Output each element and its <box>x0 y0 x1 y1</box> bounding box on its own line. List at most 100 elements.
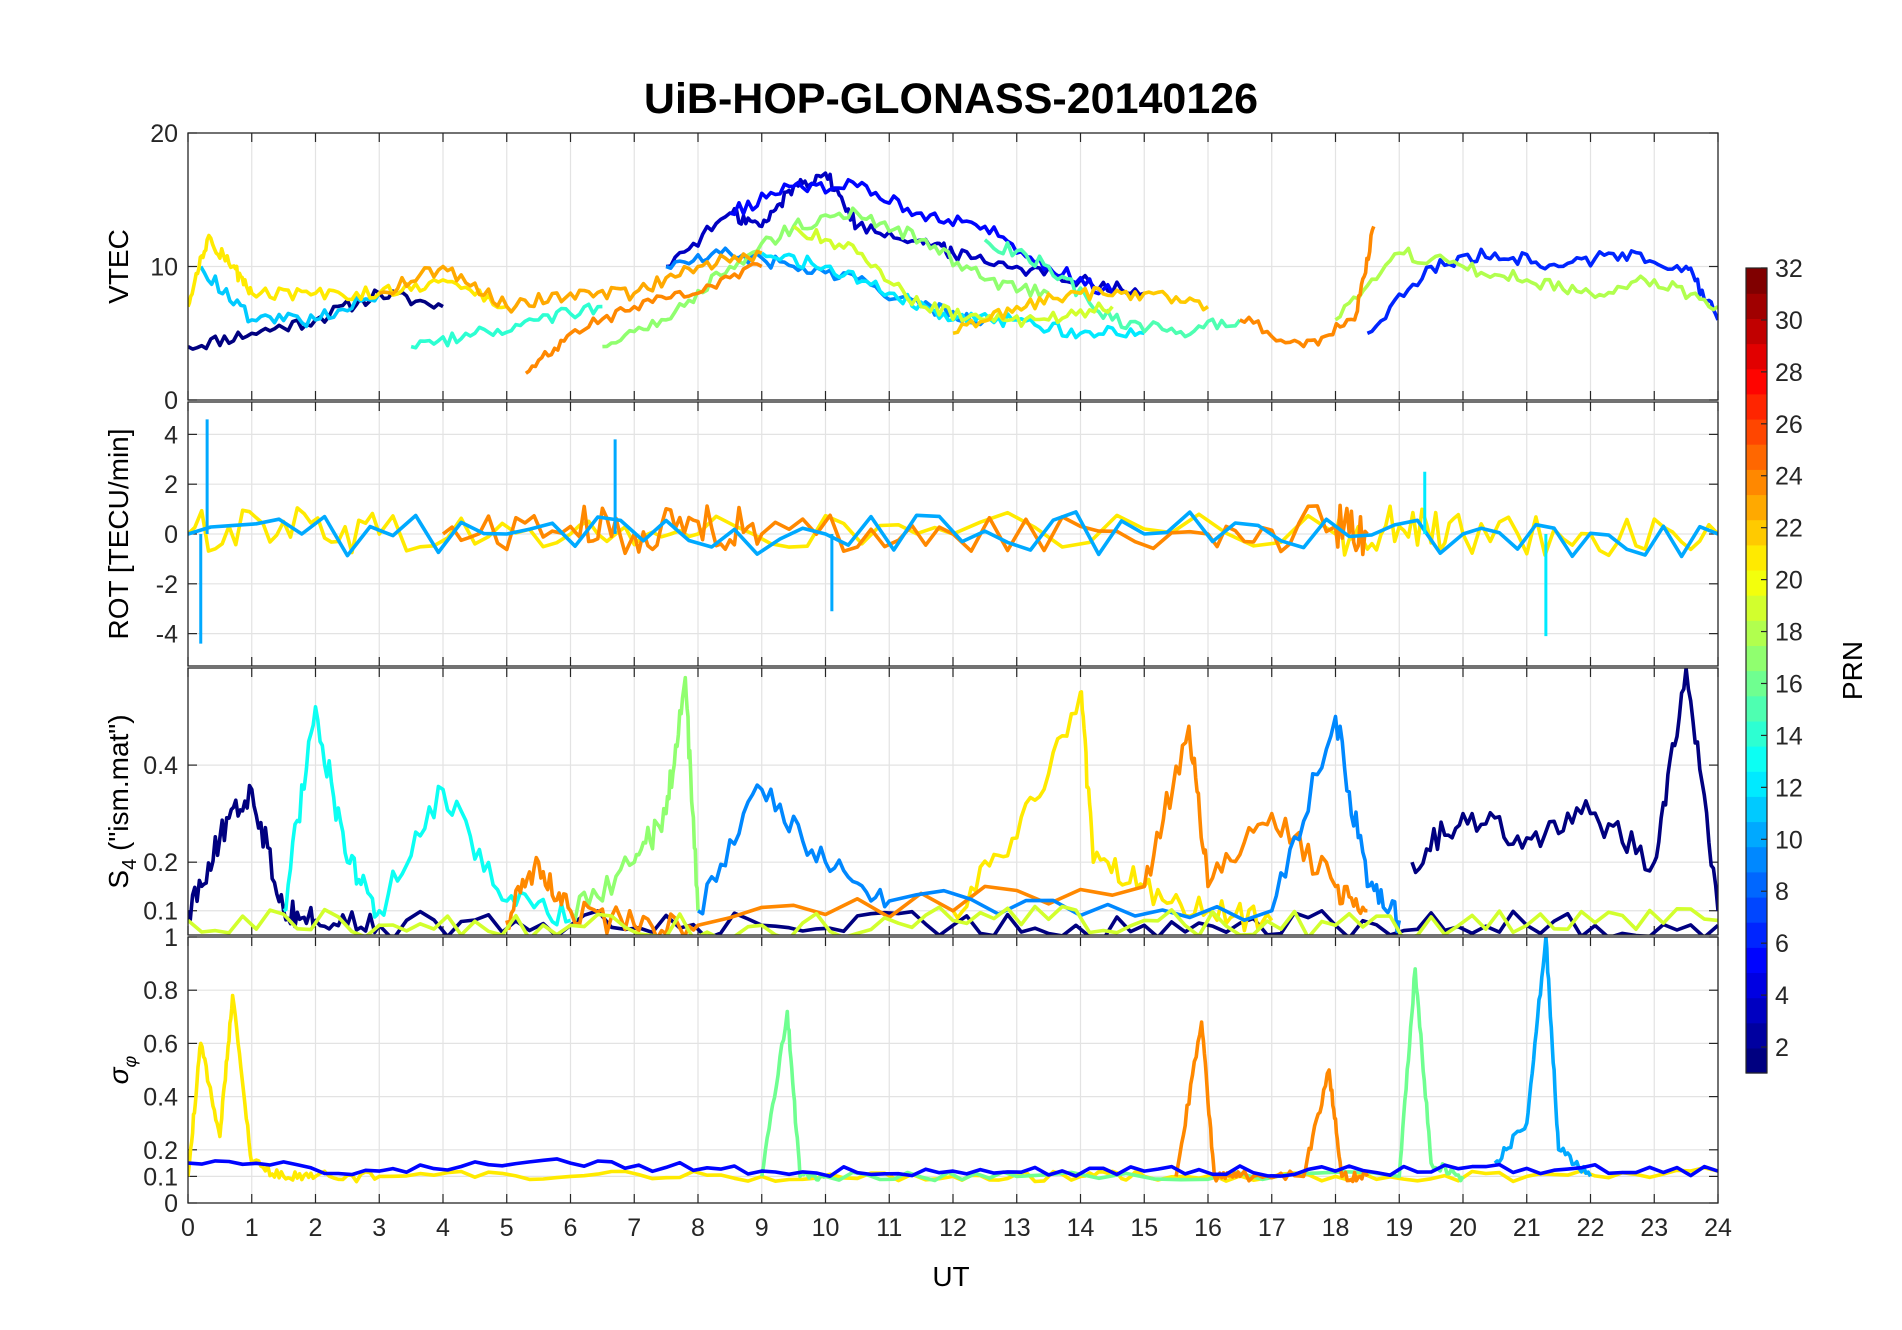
x-tick-label: 9 <box>755 1214 769 1242</box>
colorbar-swatch <box>1746 1047 1767 1074</box>
colorbar-swatch <box>1746 896 1767 923</box>
colorbar-tick-label: 24 <box>1775 463 1803 491</box>
colorbar-tick-label: 6 <box>1775 930 1789 958</box>
x-tick-label: 22 <box>1577 1214 1605 1242</box>
series-line-prn-11 <box>199 265 381 329</box>
y-tick-label: -2 <box>156 571 178 599</box>
y-axis-label: VTEC <box>103 229 134 304</box>
colorbar-swatch <box>1746 393 1767 420</box>
colorbar-swatch <box>1746 821 1767 848</box>
colorbar-swatch <box>1746 746 1767 772</box>
colorbar-swatch <box>1746 1022 1767 1049</box>
colorbar-tick-label: 28 <box>1775 359 1803 387</box>
x-tick-label: 17 <box>1258 1214 1286 1242</box>
colorbar-swatch <box>1746 418 1767 445</box>
x-tick-label: 24 <box>1704 1214 1732 1242</box>
colorbar-swatch <box>1746 343 1767 370</box>
y-tick-label: 0.4 <box>143 752 178 780</box>
colorbar-tick-label: 20 <box>1775 567 1803 595</box>
y-tick-label: 0.1 <box>143 898 178 926</box>
colorbar-label: PRN <box>1837 641 1868 700</box>
x-axis-label: UT <box>932 1261 969 1292</box>
series-line-prn-3 <box>665 171 1145 297</box>
series-line-prn-24 <box>1239 225 1376 349</box>
x-tick-label: 12 <box>939 1214 967 1242</box>
x-tick-label: 21 <box>1513 1214 1541 1242</box>
colorbar-tick-label: 2 <box>1775 1034 1789 1062</box>
colorbar-swatch <box>1746 771 1767 797</box>
y-tick-label: 1 <box>164 924 178 952</box>
series-line-prn-1 <box>1410 668 1718 911</box>
y-tick-label: 0 <box>164 1190 178 1218</box>
y-label-symbol: S <box>103 870 134 889</box>
series-line-prn-19 <box>188 904 1718 935</box>
x-tick-label: 2 <box>309 1214 323 1242</box>
series-line-prn-19 <box>792 224 1114 328</box>
axes-frame <box>187 667 1719 936</box>
colorbar-swatch <box>1746 469 1767 496</box>
x-tick-label: 13 <box>1003 1214 1031 1242</box>
y-tick-label: 0.6 <box>143 1030 178 1058</box>
y-label-subscript: φ <box>120 1055 140 1067</box>
colorbar-swatch <box>1746 922 1767 948</box>
series-group <box>188 937 1718 1184</box>
chart-title: UiB-HOP-GLONASS-20140126 <box>644 75 1258 123</box>
x-tick-label: 14 <box>1067 1214 1095 1242</box>
y-tick-label: 4 <box>164 421 178 449</box>
x-tick-label: 8 <box>691 1214 705 1242</box>
colorbar-tick-label: 8 <box>1775 878 1789 906</box>
colorbar-tick-label: 30 <box>1775 307 1803 335</box>
series-line-prn-14 <box>410 302 603 350</box>
colorbar-tick-label: 22 <box>1775 515 1803 543</box>
y-axis-label: σφ <box>103 1055 140 1084</box>
colorbar-tick-label: 10 <box>1775 826 1803 854</box>
colorbar-swatch <box>1746 544 1767 571</box>
x-tick-label: 11 <box>876 1214 902 1242</box>
series-line-prn-13 <box>282 705 572 927</box>
y-tick-label: 0.8 <box>143 977 178 1005</box>
colorbar-swatch <box>1746 720 1767 747</box>
x-tick-label: 10 <box>812 1214 840 1242</box>
y-tick-label: 0.2 <box>143 1137 178 1165</box>
x-tick-label: 3 <box>372 1214 386 1242</box>
y-tick-label: 20 <box>150 120 178 148</box>
colorbar-swatch <box>1746 569 1767 596</box>
series-line-prn-18 <box>1334 246 1718 322</box>
colorbar-swatch <box>1746 444 1767 470</box>
colorbar-swatch <box>1746 620 1767 646</box>
series-line-prn-24 <box>524 262 763 375</box>
y-tick-label: 0.2 <box>143 849 178 877</box>
colorbar-tick-label: 32 <box>1775 255 1803 283</box>
series-line-prn-22 <box>952 286 1210 336</box>
series-group <box>188 668 1718 935</box>
y-tick-label: 0.1 <box>143 1163 178 1191</box>
y-label-symbol: σ <box>103 1066 134 1084</box>
y-tick-label: 10 <box>150 254 178 282</box>
colorbar-swatch <box>1746 293 1767 319</box>
series-line-prn-17 <box>602 206 1050 349</box>
colorbar-swatch <box>1746 972 1767 999</box>
series-group <box>188 171 1718 375</box>
colorbar-swatch <box>1746 846 1767 873</box>
x-tick-label: 16 <box>1194 1214 1222 1242</box>
colorbar-swatch <box>1746 519 1767 546</box>
y-tick-label: -4 <box>156 621 178 649</box>
y-label-subscript: 4 <box>119 859 141 870</box>
colorbar-swatch <box>1746 318 1767 345</box>
colorbar-swatch <box>1746 695 1767 722</box>
colorbar-swatch <box>1746 645 1767 672</box>
series-line-prn-10 <box>1493 937 1593 1178</box>
x-tick-label: 23 <box>1640 1214 1668 1242</box>
panel-s4: 0.10.20.4S4 ("ism.mat") <box>103 667 1719 936</box>
y-tick-label: 2 <box>164 471 178 499</box>
x-tick-label: 6 <box>564 1214 578 1242</box>
colorbar-tick-label: 14 <box>1775 722 1803 750</box>
colorbar-tick-label: 18 <box>1775 619 1803 647</box>
x-tick-label: 7 <box>627 1214 641 1242</box>
axes-frame <box>187 132 1719 401</box>
colorbar-swatch <box>1746 947 1767 973</box>
colorbar-swatch <box>1746 997 1767 1024</box>
